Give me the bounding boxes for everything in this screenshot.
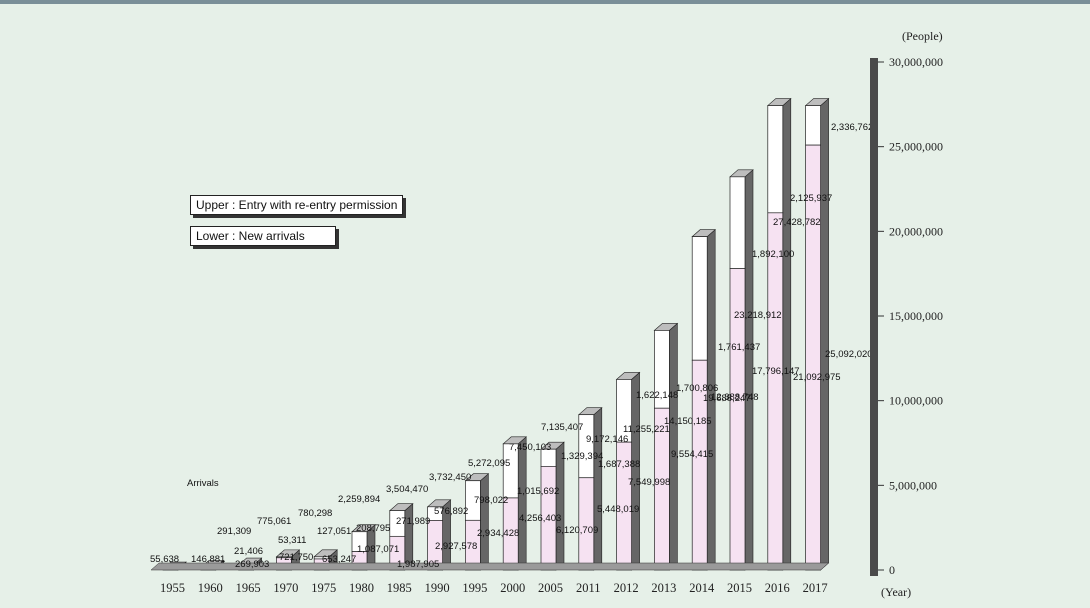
reentry-label: 127,051 — [317, 526, 351, 537]
new-arrivals-label: 653,247 — [322, 554, 356, 565]
total-label: 3,504,470 — [386, 484, 428, 495]
new-arrivals-label: 269,903 — [235, 559, 269, 570]
total-label: 11,255,221 — [623, 424, 670, 435]
new-arrivals-label: 21,092,975 — [793, 372, 841, 383]
total-label: 27,428,782 — [773, 217, 821, 228]
x-unit-label: (Year) — [881, 585, 911, 599]
reentry-label: 576,892 — [434, 506, 468, 517]
bar-side-1995 — [480, 473, 489, 571]
x-tick-label: 1960 — [198, 581, 223, 595]
chart-floor — [150, 562, 830, 571]
reentry-label: 208,795 — [356, 523, 390, 534]
new-arrivals-label: 17,796,147 — [752, 366, 800, 377]
x-tick-label: 1985 — [387, 581, 412, 595]
y-tick-label: 30,000,000 — [889, 55, 943, 69]
total-label: 7,450,103 — [509, 442, 551, 453]
reentry-label: 1,015,692 — [517, 486, 559, 497]
y-tick-label: 15,000,000 — [889, 309, 943, 323]
x-tick-label: 1980 — [349, 581, 374, 595]
reentry-label: 2,125,937 — [790, 193, 832, 204]
x-tick-label: 2014 — [689, 581, 715, 595]
legend-lower: Lower : New arrivals — [190, 226, 336, 246]
y-tick-label: 20,000,000 — [889, 224, 943, 238]
new-arrivals-label: 6,120,709 — [556, 525, 598, 536]
new-arrivals-label: 5,448,019 — [597, 504, 639, 515]
total-label: 291,309 — [217, 526, 251, 537]
top-border — [0, 0, 1090, 4]
bar-new-2011 — [578, 477, 595, 571]
y-tick-label: 5,000,000 — [889, 478, 937, 492]
x-tick-label: 2005 — [538, 581, 563, 595]
x-tick-label: 2013 — [651, 581, 676, 595]
total-label: 14,150,185 — [664, 416, 712, 427]
x-tick-label: 2000 — [500, 581, 525, 595]
bar-side-2013 — [669, 322, 678, 571]
new-arrivals-label: 2,934,428 — [477, 528, 519, 539]
y-tick-label: 0 — [889, 563, 895, 577]
total-label: 7,135,407 — [541, 422, 583, 433]
new-arrivals-label: 721,750 — [279, 552, 313, 563]
x-tick-label: 1995 — [462, 581, 487, 595]
x-tick-label: 1965 — [236, 581, 261, 595]
reentry-label: 798,022 — [474, 495, 508, 506]
arrivals-label: Arrivals — [187, 478, 219, 489]
total-label: 19,688,247 — [703, 393, 751, 404]
bar-reentry-2015 — [729, 176, 746, 270]
new-arrivals-label: 1,087,071 — [357, 544, 399, 555]
y-tick-label: 10,000,000 — [889, 394, 943, 408]
reentry-label: 1,329,394 — [561, 451, 603, 462]
x-tick-label: 1955 — [160, 581, 185, 595]
x-tick-label: 2011 — [576, 581, 601, 595]
x-tick-label: 1990 — [425, 581, 450, 595]
total-label: 146,881 — [191, 554, 225, 565]
bar-new-2016 — [767, 212, 784, 571]
reentry-label: 2,336,762 — [831, 122, 873, 133]
y-unit-label: (People) — [902, 29, 943, 43]
bar-side-2011 — [593, 407, 603, 571]
bar-new-2017 — [805, 144, 821, 571]
bar-reentry-2016 — [767, 105, 784, 214]
y-axis-wall — [870, 58, 878, 576]
reentry-label: 1,761,437 — [718, 342, 760, 353]
reentry-label: 1,687,388 — [598, 459, 640, 470]
total-label: 55,638 — [150, 554, 179, 565]
bar-side-2012 — [631, 371, 640, 571]
total-label: 3,732,450 — [429, 472, 471, 483]
total-label: 5,272,095 — [468, 458, 510, 469]
x-tick-label: 2016 — [765, 581, 790, 595]
bar-side-2016 — [782, 97, 792, 571]
total-label: 23,218,912 — [734, 310, 782, 321]
new-arrivals-label: 12,388,748 — [711, 392, 759, 403]
total-label: 780,298 — [298, 508, 332, 519]
new-arrivals-label: 7,549,998 — [628, 477, 670, 488]
reentry-label: 1,622,148 — [636, 390, 678, 401]
total-label: 2,259,894 — [338, 494, 380, 505]
bar-side-2017 — [820, 97, 829, 571]
bar-reentry-2017 — [805, 105, 821, 146]
new-arrivals-label: 1,987,905 — [397, 559, 439, 570]
total-label: 775,061 — [257, 516, 291, 527]
x-tick-label: 1970 — [273, 581, 298, 595]
reentry-label: 53,311 — [278, 535, 306, 546]
new-arrivals-label: 9,554,415 — [671, 449, 713, 460]
x-tick-label: 2017 — [803, 581, 828, 595]
total-label: 9,172,146 — [586, 434, 628, 445]
x-tick-label: 1975 — [311, 581, 336, 595]
new-arrivals-label: 4,256,403 — [519, 513, 561, 524]
reentry-label: 1,892,100 — [752, 249, 794, 260]
x-tick-label: 2012 — [614, 581, 639, 595]
reentry-label: 1,700,806 — [676, 383, 718, 394]
reentry-label: 271,989 — [396, 516, 430, 527]
new-arrivals-label: 25,092,020 — [825, 349, 873, 360]
x-tick-label: 2015 — [727, 581, 752, 595]
bar-reentry-2014 — [691, 236, 708, 361]
bar-side-2000 — [517, 436, 527, 571]
legend-upper: Upper : Entry with re-entry permission — [190, 195, 404, 215]
y-tick-label: 25,000,000 — [889, 140, 943, 154]
reentry-label: 21,406 — [234, 546, 263, 557]
new-arrivals-label: 2,927,578 — [435, 541, 477, 552]
